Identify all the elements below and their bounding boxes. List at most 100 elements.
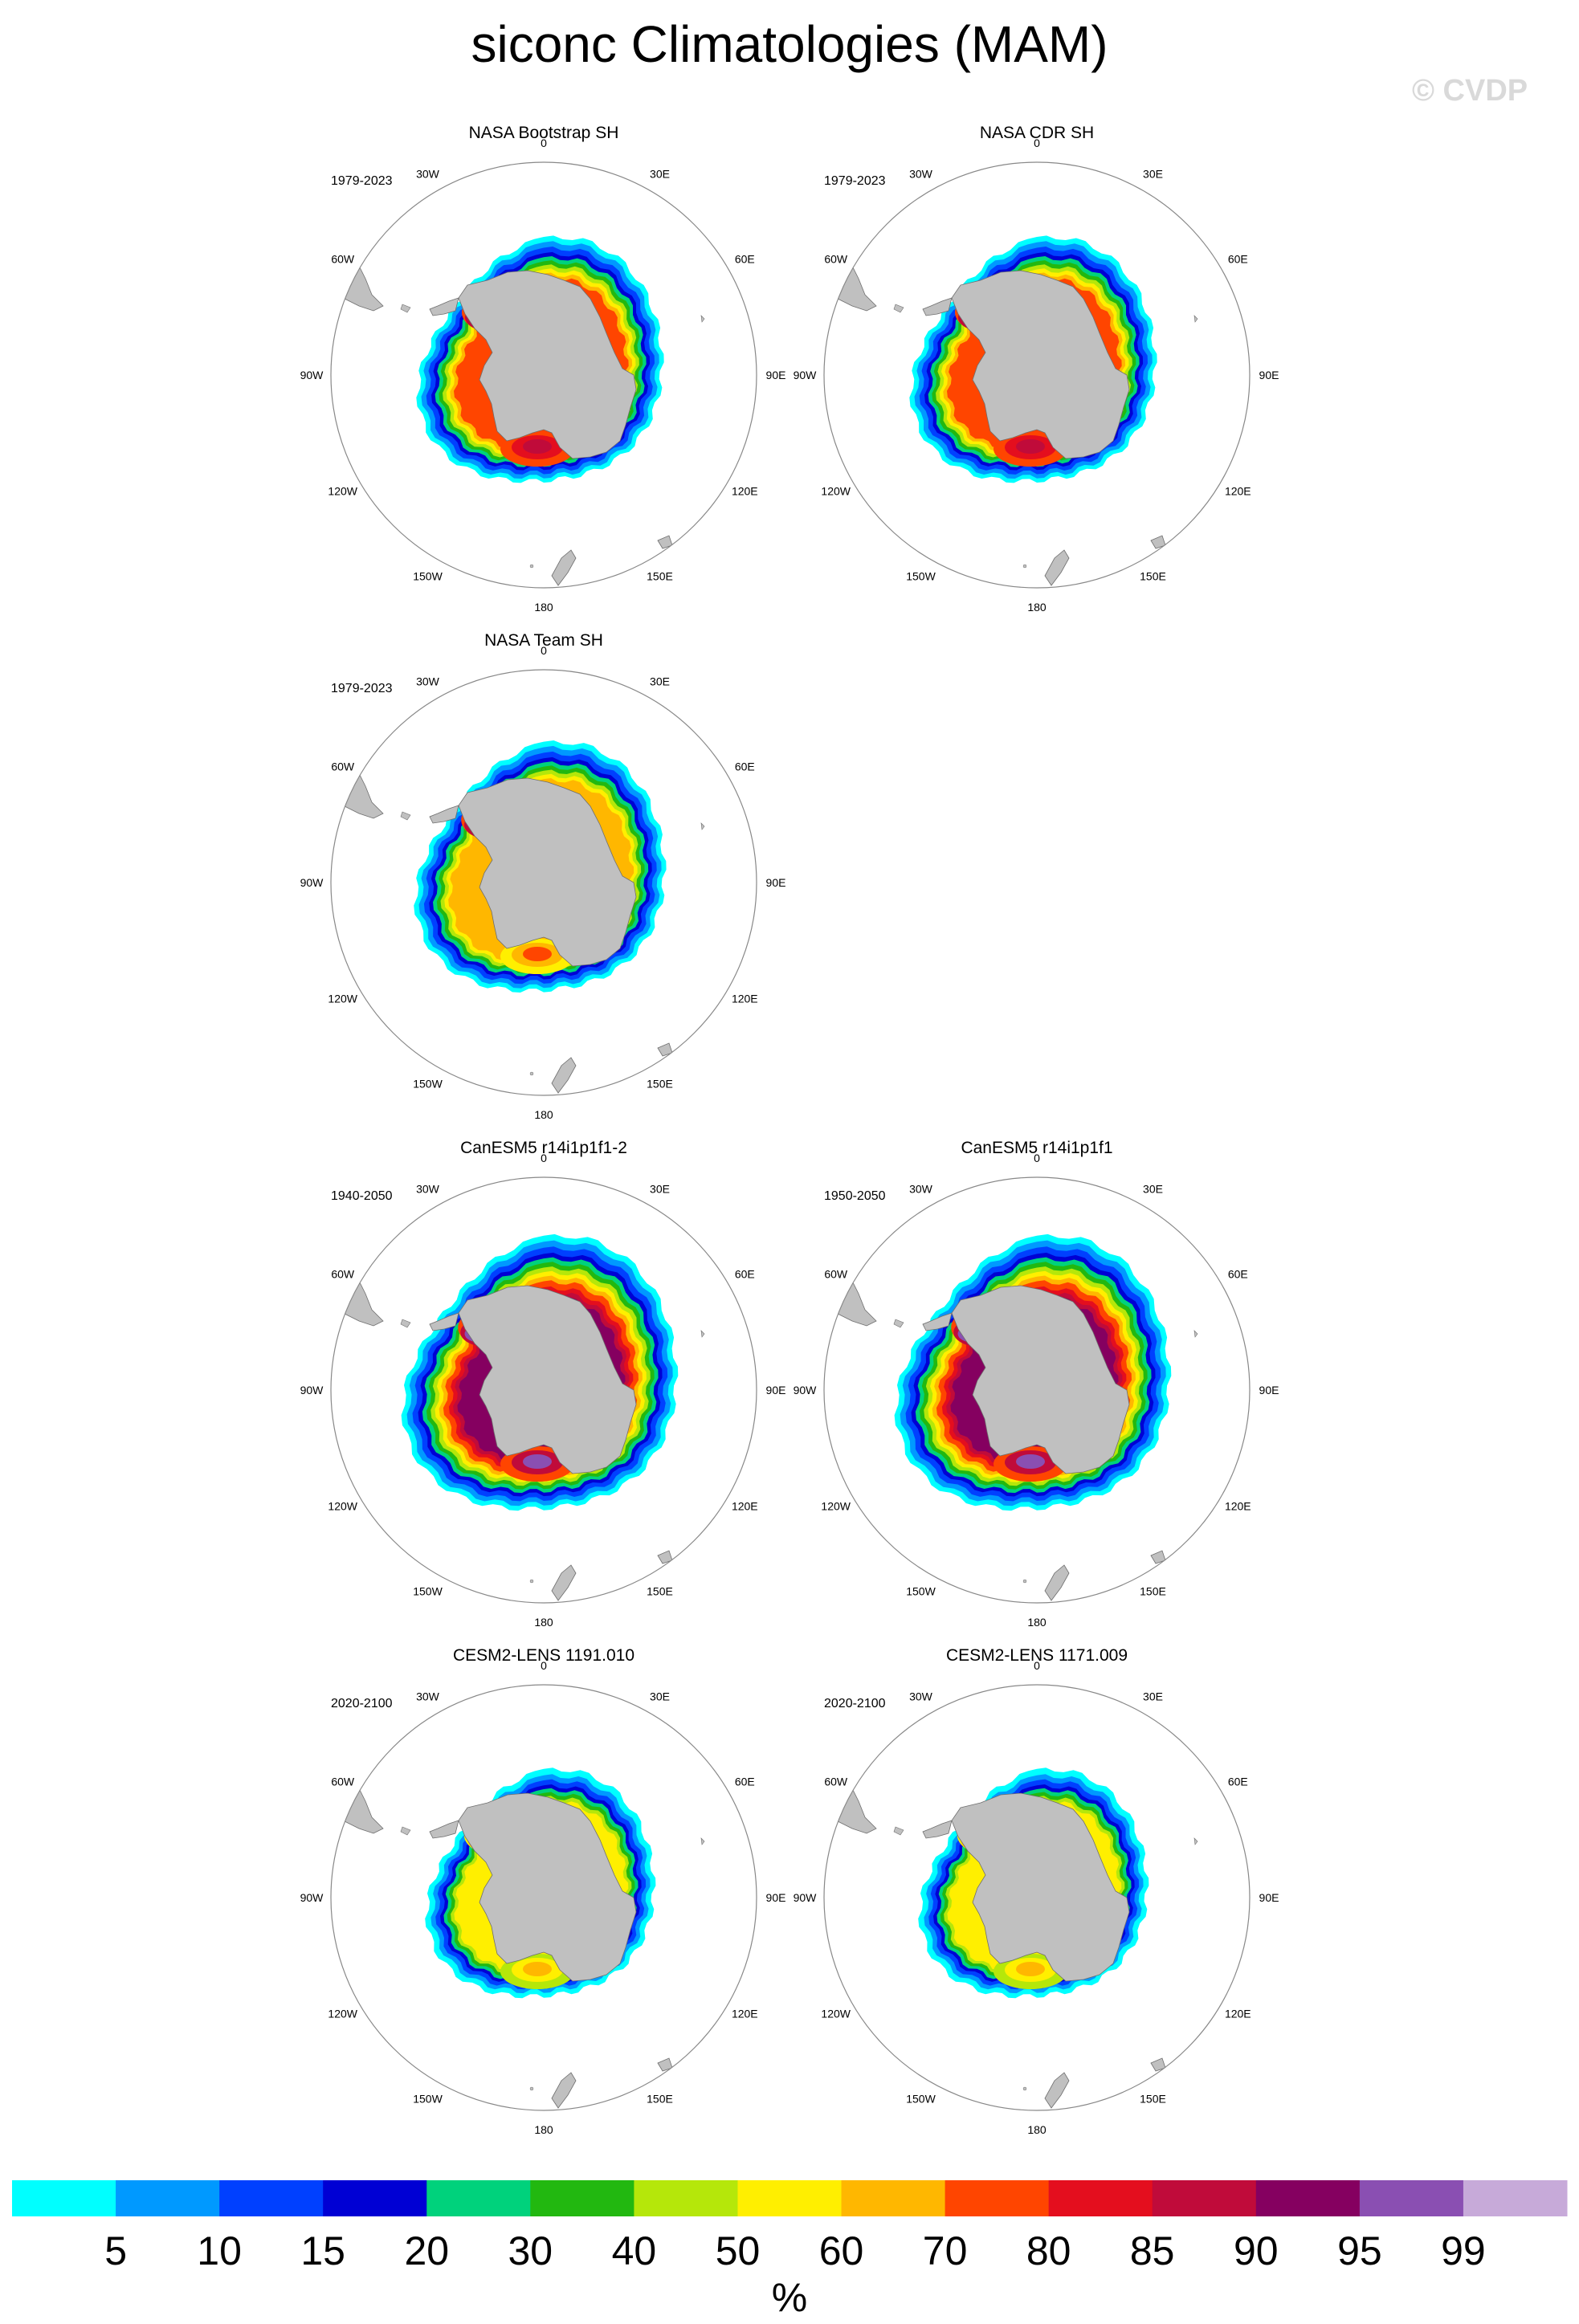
longitude-label: 90E [1259,369,1279,381]
longitude-label: 150W [413,1077,443,1090]
panel-title: CESM2-LENS 1171.009 [945,1646,1128,1665]
ross-sea-ice [523,1962,552,1976]
antarctic-peninsula [429,805,459,824]
ross-sea-ice [1016,439,1045,454]
longitude-label: 0 [1034,1152,1040,1164]
colorbar-tick-label: 90 [1234,2228,1279,2273]
colorbar-tick-label: 5 [104,2228,127,2273]
polar-map-p7: 0 30E 60E 90E 120E 150E 180 150W 120W 90W 60W 30W [794,1659,1279,2136]
longitude-label: 120W [328,1500,357,1513]
longitude-label: 150E [1140,569,1166,582]
map-boundary [823,1684,1251,2111]
longitude-label: 60E [1228,1776,1248,1788]
longitude-label: 180 [1027,2123,1047,2136]
antarctica-landmass [458,1792,637,1982]
ross-sea-ice [1016,1454,1045,1469]
longitude-label: 180 [534,1616,553,1629]
longitude-label: 60E [735,1268,755,1281]
kerguelen-island [1193,1837,1198,1845]
longitude-label: 60W [331,253,355,266]
longitude-label: 30E [1143,168,1163,181]
colorbar-tick-label: 80 [1026,2228,1071,2273]
new-zealand-land [1044,2072,1070,2109]
panel-title: CanESM5 r14i1p1f1 [961,1139,1113,1157]
falkland-islands [400,1826,411,1836]
longitude-label: 60E [735,253,755,266]
longitude-label: 120E [1225,1500,1251,1513]
longitude-label: 30W [416,168,440,181]
colorbar-swatch [323,2180,427,2216]
longitude-label: 0 [541,644,547,657]
new-zealand-land [551,2072,577,2109]
longitude-label: 150E [1140,1584,1166,1597]
longitude-label: 0 [1034,137,1040,149]
antarctica-landmass [951,270,1130,459]
panel-title: CanESM5 r14i1p1f1-2 [460,1139,627,1157]
map-boundary [330,161,757,589]
map-boundary [330,1684,757,2111]
antarctica-landmass [458,270,637,459]
longitude-label: 150E [647,569,673,582]
kerguelen-island [1193,315,1198,323]
colorbar-tick-label: 30 [508,2228,553,2273]
longitude-label: 30E [650,1690,670,1703]
macquarie-island [529,1579,534,1584]
colorbar-swatch [841,2180,946,2216]
colorbar-tick-label: 70 [923,2228,968,2273]
longitude-label: 150W [906,2092,936,2105]
colorbar-swatch [1048,2180,1153,2216]
colorbar-tick-label: 60 [819,2228,864,2273]
longitude-label: 180 [534,2123,553,2136]
panel-year-range: 1940-2050 [331,1189,393,1203]
longitude-label: 60W [331,1268,355,1281]
longitude-label: 150E [1140,2092,1166,2105]
longitude-label: 120E [732,2008,758,2020]
longitude-label: 60E [1228,253,1248,266]
macquarie-island [529,2086,534,2091]
longitude-label: 120E [1225,2008,1251,2020]
longitude-label: 30W [416,1690,440,1703]
sea-ice-field [834,1767,1198,2109]
colorbar-swatch [1463,2180,1568,2216]
sea-ice-field [341,235,705,586]
polar-map-p4: 0 30E 60E 90E 120E 150E 180 150W 120W 90W 60W 30W [300,1152,786,1629]
sea-ice-field [341,1767,705,2109]
longitude-label: 30W [416,1183,440,1196]
map-boundary [823,161,1251,589]
longitude-label: 0 [541,137,547,149]
longitude-label: 120W [328,2008,357,2020]
falkland-islands [400,811,411,821]
longitude-label: 120E [732,485,758,498]
longitude-label: 90W [300,1891,324,1904]
longitude-label: 120W [821,1500,851,1513]
kerguelen-island [700,1837,705,1845]
longitude-label: 60W [331,1776,355,1788]
longitude-label: 90W [794,1384,818,1396]
macquarie-island [1022,1579,1027,1584]
antarctic-peninsula [429,1312,459,1331]
panel-year-range: 2020-2100 [331,1697,393,1710]
colorbar-tick-label: 20 [404,2228,449,2273]
longitude-label: 90W [794,1891,818,1904]
longitude-label: 60E [735,760,755,773]
antarctic-peninsula [922,1312,953,1331]
longitude-label: 90E [1259,1891,1279,1904]
colorbar-tick-label: 40 [612,2228,657,2273]
map-boundary [823,1176,1251,1604]
kerguelen-island [700,1330,705,1338]
colorbar-swatch [426,2180,531,2216]
falkland-islands [893,1826,904,1836]
antarctic-peninsula [922,297,953,316]
colorbar-swatch [530,2180,634,2216]
longitude-label: 30W [909,168,933,181]
longitude-label: 150E [647,1584,673,1597]
panel-title: CESM2-LENS 1191.010 [452,1646,635,1665]
panel-title: NASA Team SH [484,631,603,650]
longitude-label: 90W [300,876,324,889]
antarctica-landmass [458,1285,637,1474]
longitude-label: 30E [650,1183,670,1196]
macquarie-island [1022,564,1027,569]
longitude-label: 30W [909,1183,933,1196]
colorbar-swatch [945,2180,1050,2216]
